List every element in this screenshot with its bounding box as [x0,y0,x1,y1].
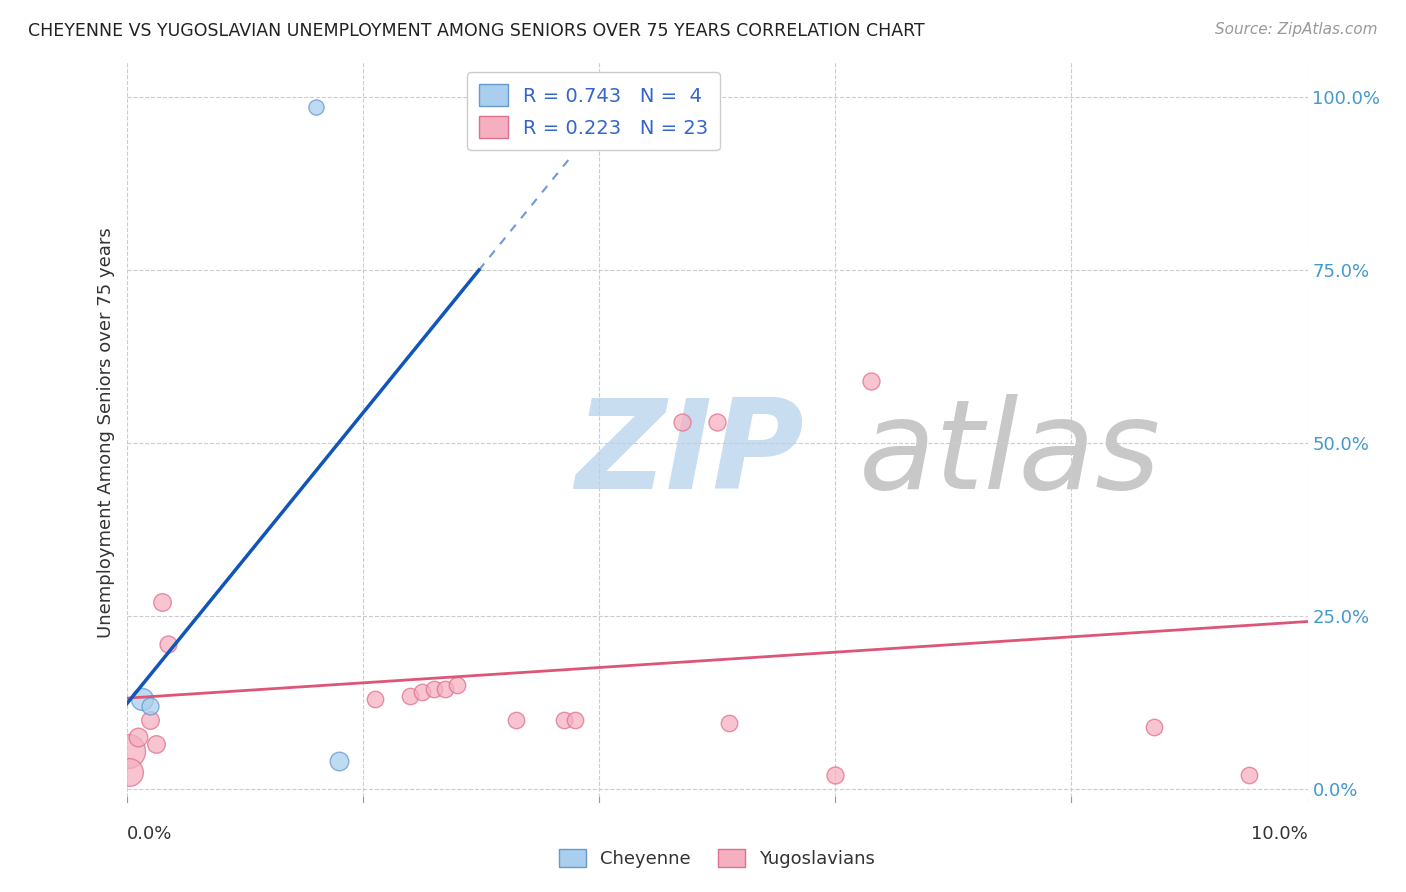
Point [145,737,167,751]
Text: Source: ZipAtlas.com: Source: ZipAtlas.com [1215,22,1378,37]
Point [150,595,173,609]
Point [671,415,693,429]
Point [564,713,586,727]
Point [363,692,385,706]
Point [328,754,350,768]
Point [434,681,457,696]
Point [1143,720,1166,734]
Point [127,730,149,744]
Point [131,692,153,706]
Text: CHEYENNE VS YUGOSLAVIAN UNEMPLOYMENT AMONG SENIORS OVER 75 YEARS CORRELATION CHA: CHEYENNE VS YUGOSLAVIAN UNEMPLOYMENT AMO… [28,22,925,40]
Point [304,100,326,114]
Point [824,768,846,782]
Text: atlas: atlas [859,394,1161,516]
Text: ZIP: ZIP [575,394,804,516]
Legend: Cheyenne, Yugoslavians: Cheyenne, Yugoslavians [551,841,883,875]
Point [118,764,141,779]
Point [446,678,468,692]
Y-axis label: Unemployment Among Seniors over 75 years: Unemployment Among Seniors over 75 years [97,227,115,638]
Point [399,689,422,703]
Point [411,685,433,699]
Point [553,713,575,727]
Text: 10.0%: 10.0% [1251,825,1308,843]
Point [717,716,740,731]
Point [139,698,162,713]
Point [859,374,882,388]
Point [505,713,527,727]
Point [1237,768,1260,782]
Text: 0.0%: 0.0% [127,825,172,843]
Point [117,744,139,758]
Point [422,681,444,696]
Point [156,637,179,651]
Point [706,415,728,429]
Point [139,713,162,727]
